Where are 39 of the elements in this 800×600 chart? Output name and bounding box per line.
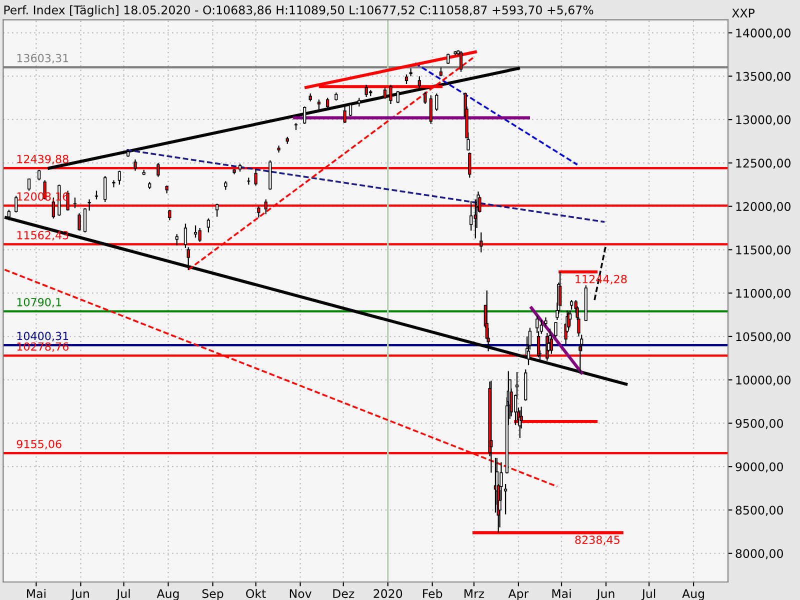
y-tick-label: 9500,00 — [736, 418, 783, 430]
x-tick-label: Jul — [641, 588, 656, 600]
x-tick-label: Jul — [116, 588, 130, 600]
x-tick-label: Mai — [27, 588, 46, 598]
annotation: 8238,45 — [575, 536, 620, 546]
y-tick-label: 11500,00 — [736, 245, 790, 256]
x-tick-label: Sep — [202, 589, 224, 600]
x-tick-label: Apr — [508, 589, 529, 600]
x-tick-label: Nov — [290, 589, 312, 598]
y-tick-label: 12500,00 — [736, 158, 790, 169]
ref-line-label: 10790,1 — [17, 298, 62, 308]
x-tick-label: Aug — [682, 589, 704, 600]
x-tick-label: Mai — [552, 588, 571, 598]
y-tick-label: 12000,00 — [736, 202, 790, 212]
y-tick-label: 14000,00 — [736, 28, 790, 39]
ref-line-label: 11562,43 — [17, 230, 68, 240]
y-tick-label: 8500,00 — [736, 506, 783, 516]
ref-line-label: 9155,06 — [16, 440, 62, 450]
annotation: 11244,28 — [576, 274, 627, 284]
ref-line-label: 13603,31 — [17, 54, 68, 64]
chart-title: Perf. Index [Täglich] 18.05.2020 - O:10683,86 H:11089,50 L:10677,52 C:11058,87 +593,70 +5,67% — [4, 5, 594, 17]
x-tick-label: Dez — [333, 589, 354, 598]
x-tick-label: 2020 — [374, 589, 402, 598]
y-tick-label: 13000,00 — [736, 115, 790, 126]
y-tick-label: 10500,00 — [736, 332, 790, 342]
ref-line-label: 12439,88 — [17, 154, 68, 164]
x-tick-label: Jun — [70, 589, 89, 600]
y-tick-label: 10000,00 — [736, 376, 790, 386]
x-tick-label: Feb — [423, 588, 442, 598]
y-tick-label: 13500,00 — [736, 72, 790, 82]
y-axis-title: XXP — [732, 8, 755, 18]
x-tick-label: Mrz — [464, 589, 484, 598]
ref-line-label: 10400,31 — [17, 332, 68, 342]
y-tick-label: 8000,00 — [736, 549, 783, 560]
x-tick-label: Aug — [156, 589, 179, 600]
x-tick-label: Okt — [246, 588, 266, 598]
y-tick-label: 9000,00 — [736, 462, 783, 472]
y-tick-label: 11000,00 — [736, 288, 790, 299]
x-tick-label: Jun — [596, 589, 614, 600]
